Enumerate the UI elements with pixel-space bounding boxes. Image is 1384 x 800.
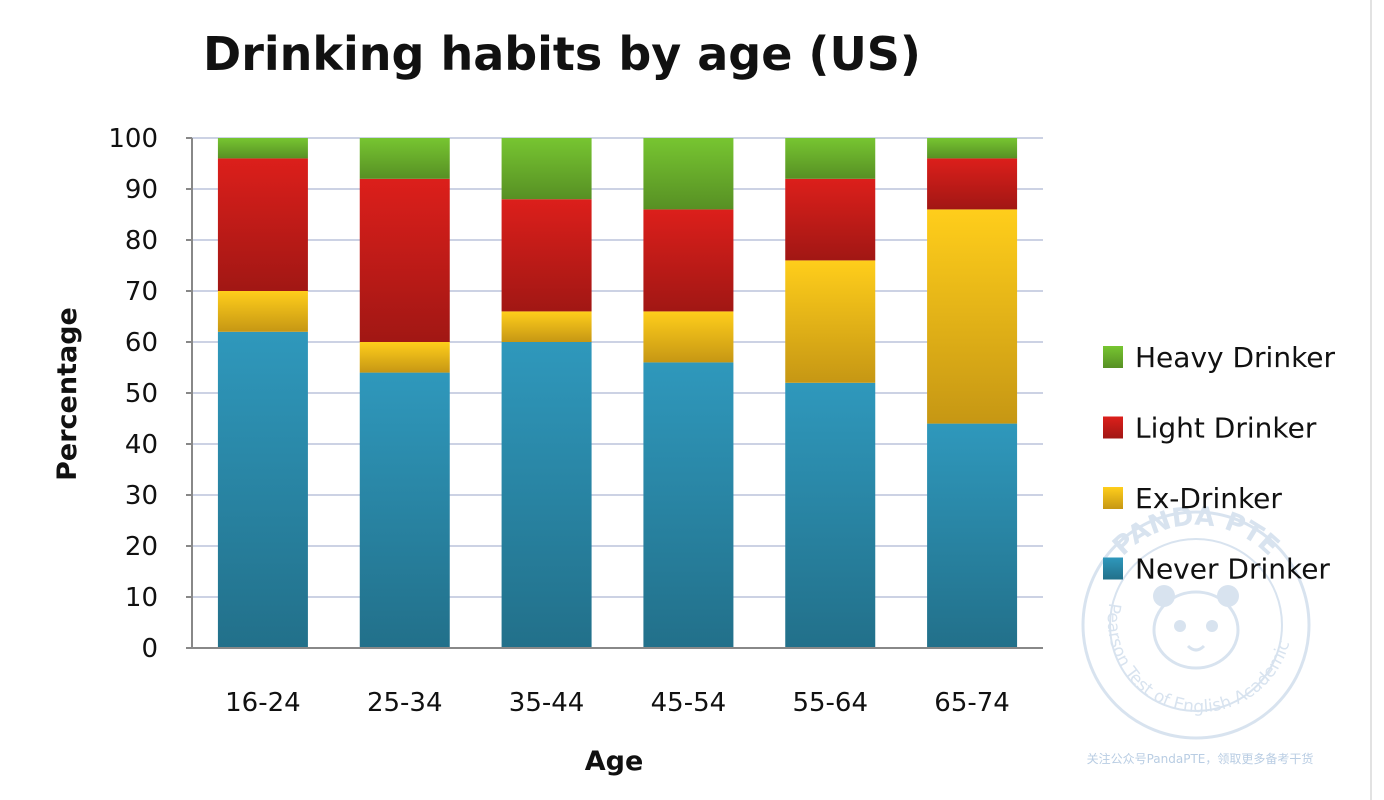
bar-segment-light-drinker-55-64 [785,178,876,261]
bar-segment-light-drinker-45-54 [643,209,734,312]
legend-swatch-ex-drinker [1103,487,1123,509]
legend-label-heavy-drinker: Heavy Drinker [1135,341,1336,374]
legend-swatch-heavy-drinker [1103,346,1123,368]
watermark-ring-side: Pearson Test of English Academic [1103,602,1295,717]
x-tick-label: 35-44 [509,688,585,718]
y-tick-label: 30 [125,481,158,511]
bar-segment-ex-drinker-16-24 [217,291,308,332]
bar-segment-ex-drinker-35-44 [501,311,592,342]
bar-segment-light-drinker-25-34 [359,178,450,342]
bar-segment-heavy-drinker-35-44 [501,138,592,200]
bar-segment-never-drinker-16-24 [217,331,308,648]
bar-segment-never-drinker-25-34 [359,372,450,648]
bar-segment-heavy-drinker-25-34 [359,138,450,179]
axes [186,137,1043,649]
bar-segment-light-drinker-65-74 [927,158,1018,210]
bar-segment-heavy-drinker-65-74 [927,138,1018,159]
y-tick-label: 50 [125,379,158,409]
x-tick-label: 55-64 [792,688,868,718]
bars [217,138,1018,648]
legend-swatch-never-drinker [1103,557,1123,580]
bar-segment-never-drinker-45-54 [643,362,734,648]
y-tick-label: 0 [141,634,158,664]
y-tick-label: 90 [125,175,158,205]
bar-segment-heavy-drinker-55-64 [785,138,876,179]
chart-title: Drinking habits by age (US) [203,27,921,81]
bar-segment-ex-drinker-45-54 [643,311,734,363]
y-tick-label: 40 [125,430,158,460]
y-axis-label: Percentage [52,307,83,481]
bar-segment-heavy-drinker-45-54 [643,138,734,210]
bar-segment-light-drinker-35-44 [501,199,592,312]
x-axis-label: Age [585,746,644,777]
y-tick-label: 60 [125,328,158,358]
gridlines [192,137,1043,598]
bar-segment-ex-drinker-55-64 [785,260,876,383]
y-tick-labels: 0 10 20 30 40 50 60 70 80 90 100 [108,124,158,664]
legend-swatch-light-drinker [1103,416,1123,439]
bar-segment-heavy-drinker-16-24 [217,138,308,159]
bar-segment-ex-drinker-25-34 [359,342,450,373]
bar-segment-never-drinker-55-64 [785,382,876,648]
bar-segment-never-drinker-35-44 [501,342,592,648]
legend: Heavy Drinker Light Drinker Ex-Drinker Neve… [1103,341,1336,586]
bar-segment-never-drinker-65-74 [927,423,1018,648]
y-tick-label: 70 [125,277,158,307]
legend-label-light-drinker: Light Drinker [1135,412,1317,445]
y-tick-label: 20 [125,532,158,562]
legend-label-never-drinker: Never Drinker [1135,553,1330,586]
watermark-seal: PANDA PTE Pearson Test of English Academ… [1081,502,1311,740]
legend-label-ex-drinker: Ex-Drinker [1135,482,1282,515]
x-tick-label: 25-34 [367,688,443,718]
bar-segment-light-drinker-16-24 [217,158,308,291]
y-tick-label: 80 [125,226,158,256]
bar-segment-ex-drinker-65-74 [927,209,1018,424]
y-tick-label: 100 [108,124,158,154]
x-tick-label: 45-54 [651,688,727,718]
watermark-caption: 关注公众号PandaPTE，领取更多备考干货 [1087,751,1314,766]
x-tick-label: 65-74 [934,688,1010,718]
x-tick-label: 16-24 [225,688,301,718]
y-tick-label: 10 [125,583,158,613]
x-tick-labels: 16-24 25-34 35-44 45-54 55-64 65-74 [225,688,1010,718]
